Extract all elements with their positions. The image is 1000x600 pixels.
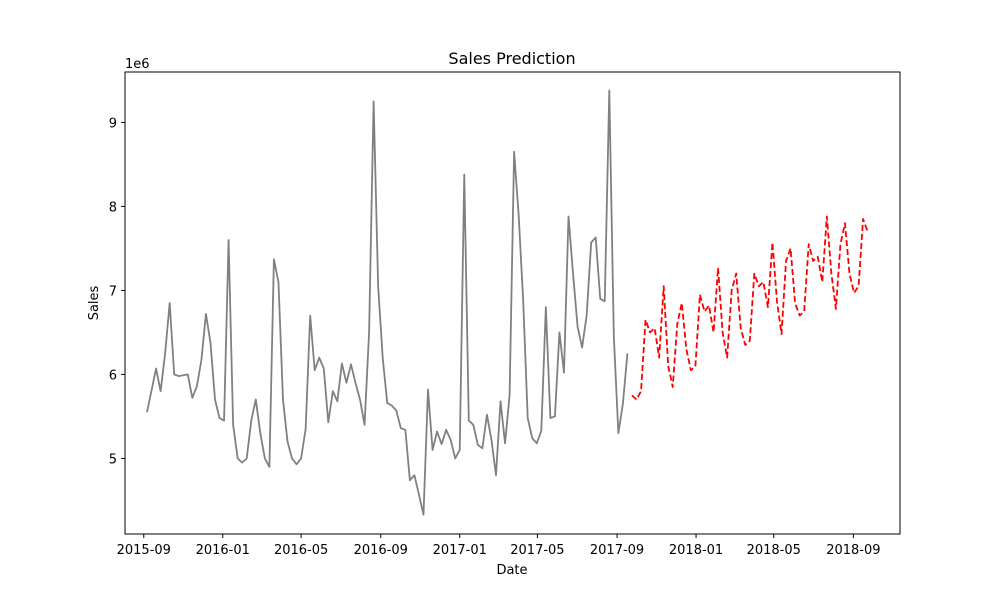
- y-tick-label: 5: [109, 452, 117, 467]
- x-tick-label: 2016-05: [274, 543, 328, 558]
- y-axis-title: Sales: [87, 285, 102, 320]
- x-tick-label: 2016-09: [354, 543, 408, 558]
- y-axis: 5 6 7 8 9: [109, 116, 125, 467]
- plot-frame: [124, 71, 901, 535]
- y-tick-label: 9: [109, 116, 117, 131]
- y-offset-label: 1e6: [125, 57, 150, 72]
- x-tick-label: 2018-09: [826, 543, 880, 558]
- x-tick-label: 2015-09: [117, 543, 171, 558]
- x-tick-label: 2017-09: [590, 543, 644, 558]
- series-line-1: [146, 89, 629, 516]
- y-tick-label: 8: [109, 200, 117, 215]
- chart-title: Sales Prediction: [448, 49, 575, 68]
- x-tick-label: 2018-05: [747, 543, 801, 558]
- series-line-2: [631, 215, 869, 401]
- series-layer: [146, 89, 869, 516]
- plot-area: [124, 71, 901, 535]
- x-tick-label: 2016-01: [196, 543, 250, 558]
- y-tick-label: 6: [109, 368, 117, 383]
- y-tick-label: 7: [109, 284, 117, 299]
- x-axis: 2015-09 2016-01 2016-05 2016-09 2017-01 2017-…: [117, 534, 881, 558]
- x-tick-label: 2018-01: [669, 543, 723, 558]
- x-tick-label: 2017-01: [433, 543, 487, 558]
- x-tick-label: 2017-05: [510, 543, 564, 558]
- x-axis-title: Date: [496, 563, 527, 578]
